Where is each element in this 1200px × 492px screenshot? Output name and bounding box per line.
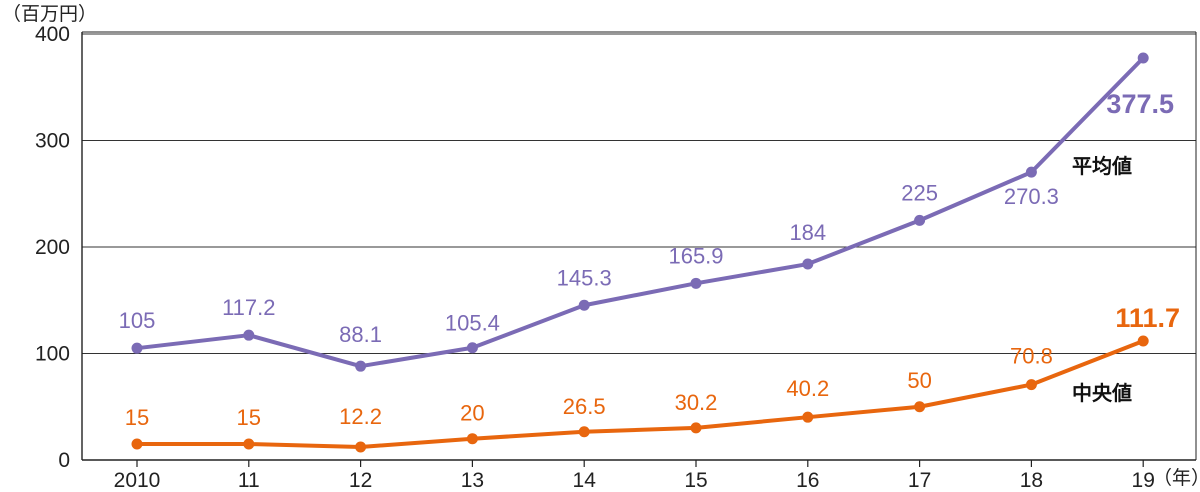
series-name-label: 中央値 xyxy=(1072,381,1132,405)
y-tick-label: 100 xyxy=(35,343,70,366)
x-tick-label: 18 xyxy=(1020,469,1043,492)
data-label: 165.9 xyxy=(668,243,723,268)
data-point xyxy=(355,441,367,453)
data-label: 377.5 xyxy=(1106,89,1174,119)
data-label: 105 xyxy=(119,308,156,333)
x-tick-label: 11 xyxy=(238,469,260,492)
data-label: 111.7 xyxy=(1115,303,1180,333)
x-tick-label: 2010 xyxy=(114,469,161,492)
data-point xyxy=(914,401,926,413)
x-tick-label: 17 xyxy=(908,469,931,492)
series-line-1 xyxy=(135,339,1146,450)
data-point xyxy=(1137,52,1149,64)
data-point xyxy=(243,329,255,341)
y-tick-label: 400 xyxy=(35,23,70,46)
data-point xyxy=(578,299,590,311)
data-point xyxy=(690,277,702,289)
data-label: 30.2 xyxy=(675,390,718,415)
x-tick-label: 14 xyxy=(573,469,597,492)
x-tick-label: 16 xyxy=(796,469,819,492)
data-point xyxy=(914,214,926,226)
data-point xyxy=(466,433,478,445)
y-tick-labels: 0 100 200 300 400 xyxy=(35,23,70,472)
y-tick-label: 300 xyxy=(35,130,70,153)
data-label: 15 xyxy=(125,405,149,430)
series-group: 105 117.2 88.1 105.4 145.3 165.9 184 225 270.3 37… xyxy=(119,52,1180,453)
y-tick-label: 200 xyxy=(35,236,70,259)
grid-lines xyxy=(82,33,1196,354)
x-tick-label: 15 xyxy=(684,469,707,492)
data-point xyxy=(466,342,478,354)
data-label: 88.1 xyxy=(339,322,382,347)
data-point xyxy=(243,438,255,450)
data-point xyxy=(802,411,814,423)
data-point xyxy=(802,258,814,270)
data-label: 40.2 xyxy=(786,376,829,401)
data-label: 12.2 xyxy=(339,404,382,429)
data-label: 15 xyxy=(237,405,261,430)
x-tick-label: 13 xyxy=(461,469,484,492)
x-tick-label: 19 xyxy=(1132,469,1155,492)
y-unit-label: （百万円） xyxy=(2,3,97,25)
data-label: 105.4 xyxy=(445,311,500,336)
data-point xyxy=(1025,166,1037,178)
data-label: 117.2 xyxy=(222,295,275,320)
data-label: 50 xyxy=(907,368,931,393)
data-point xyxy=(1137,335,1149,347)
axes xyxy=(81,31,1197,461)
data-point xyxy=(131,438,143,450)
data-label: 145.3 xyxy=(557,265,612,290)
data-point xyxy=(690,422,702,434)
data-label: 184 xyxy=(789,220,826,245)
data-point xyxy=(355,360,367,372)
data-label: 20 xyxy=(460,401,484,426)
data-point xyxy=(578,426,590,438)
data-label: 270.3 xyxy=(1004,184,1059,209)
data-label: 70.8 xyxy=(1010,344,1053,369)
data-point xyxy=(131,342,143,354)
series-name-label: 平均値 xyxy=(1072,154,1132,178)
x-unit-label: （年） xyxy=(1153,467,1200,489)
data-label: 26.5 xyxy=(563,394,606,419)
data-point xyxy=(1025,379,1037,391)
series-line-0 xyxy=(135,55,1146,369)
x-tick-label: 12 xyxy=(349,469,372,492)
data-label: 225 xyxy=(901,180,938,205)
x-tick-labels: 2010 11 12 13 14 15 16 17 18 19 xyxy=(114,460,1155,492)
y-tick-label: 0 xyxy=(58,449,70,472)
